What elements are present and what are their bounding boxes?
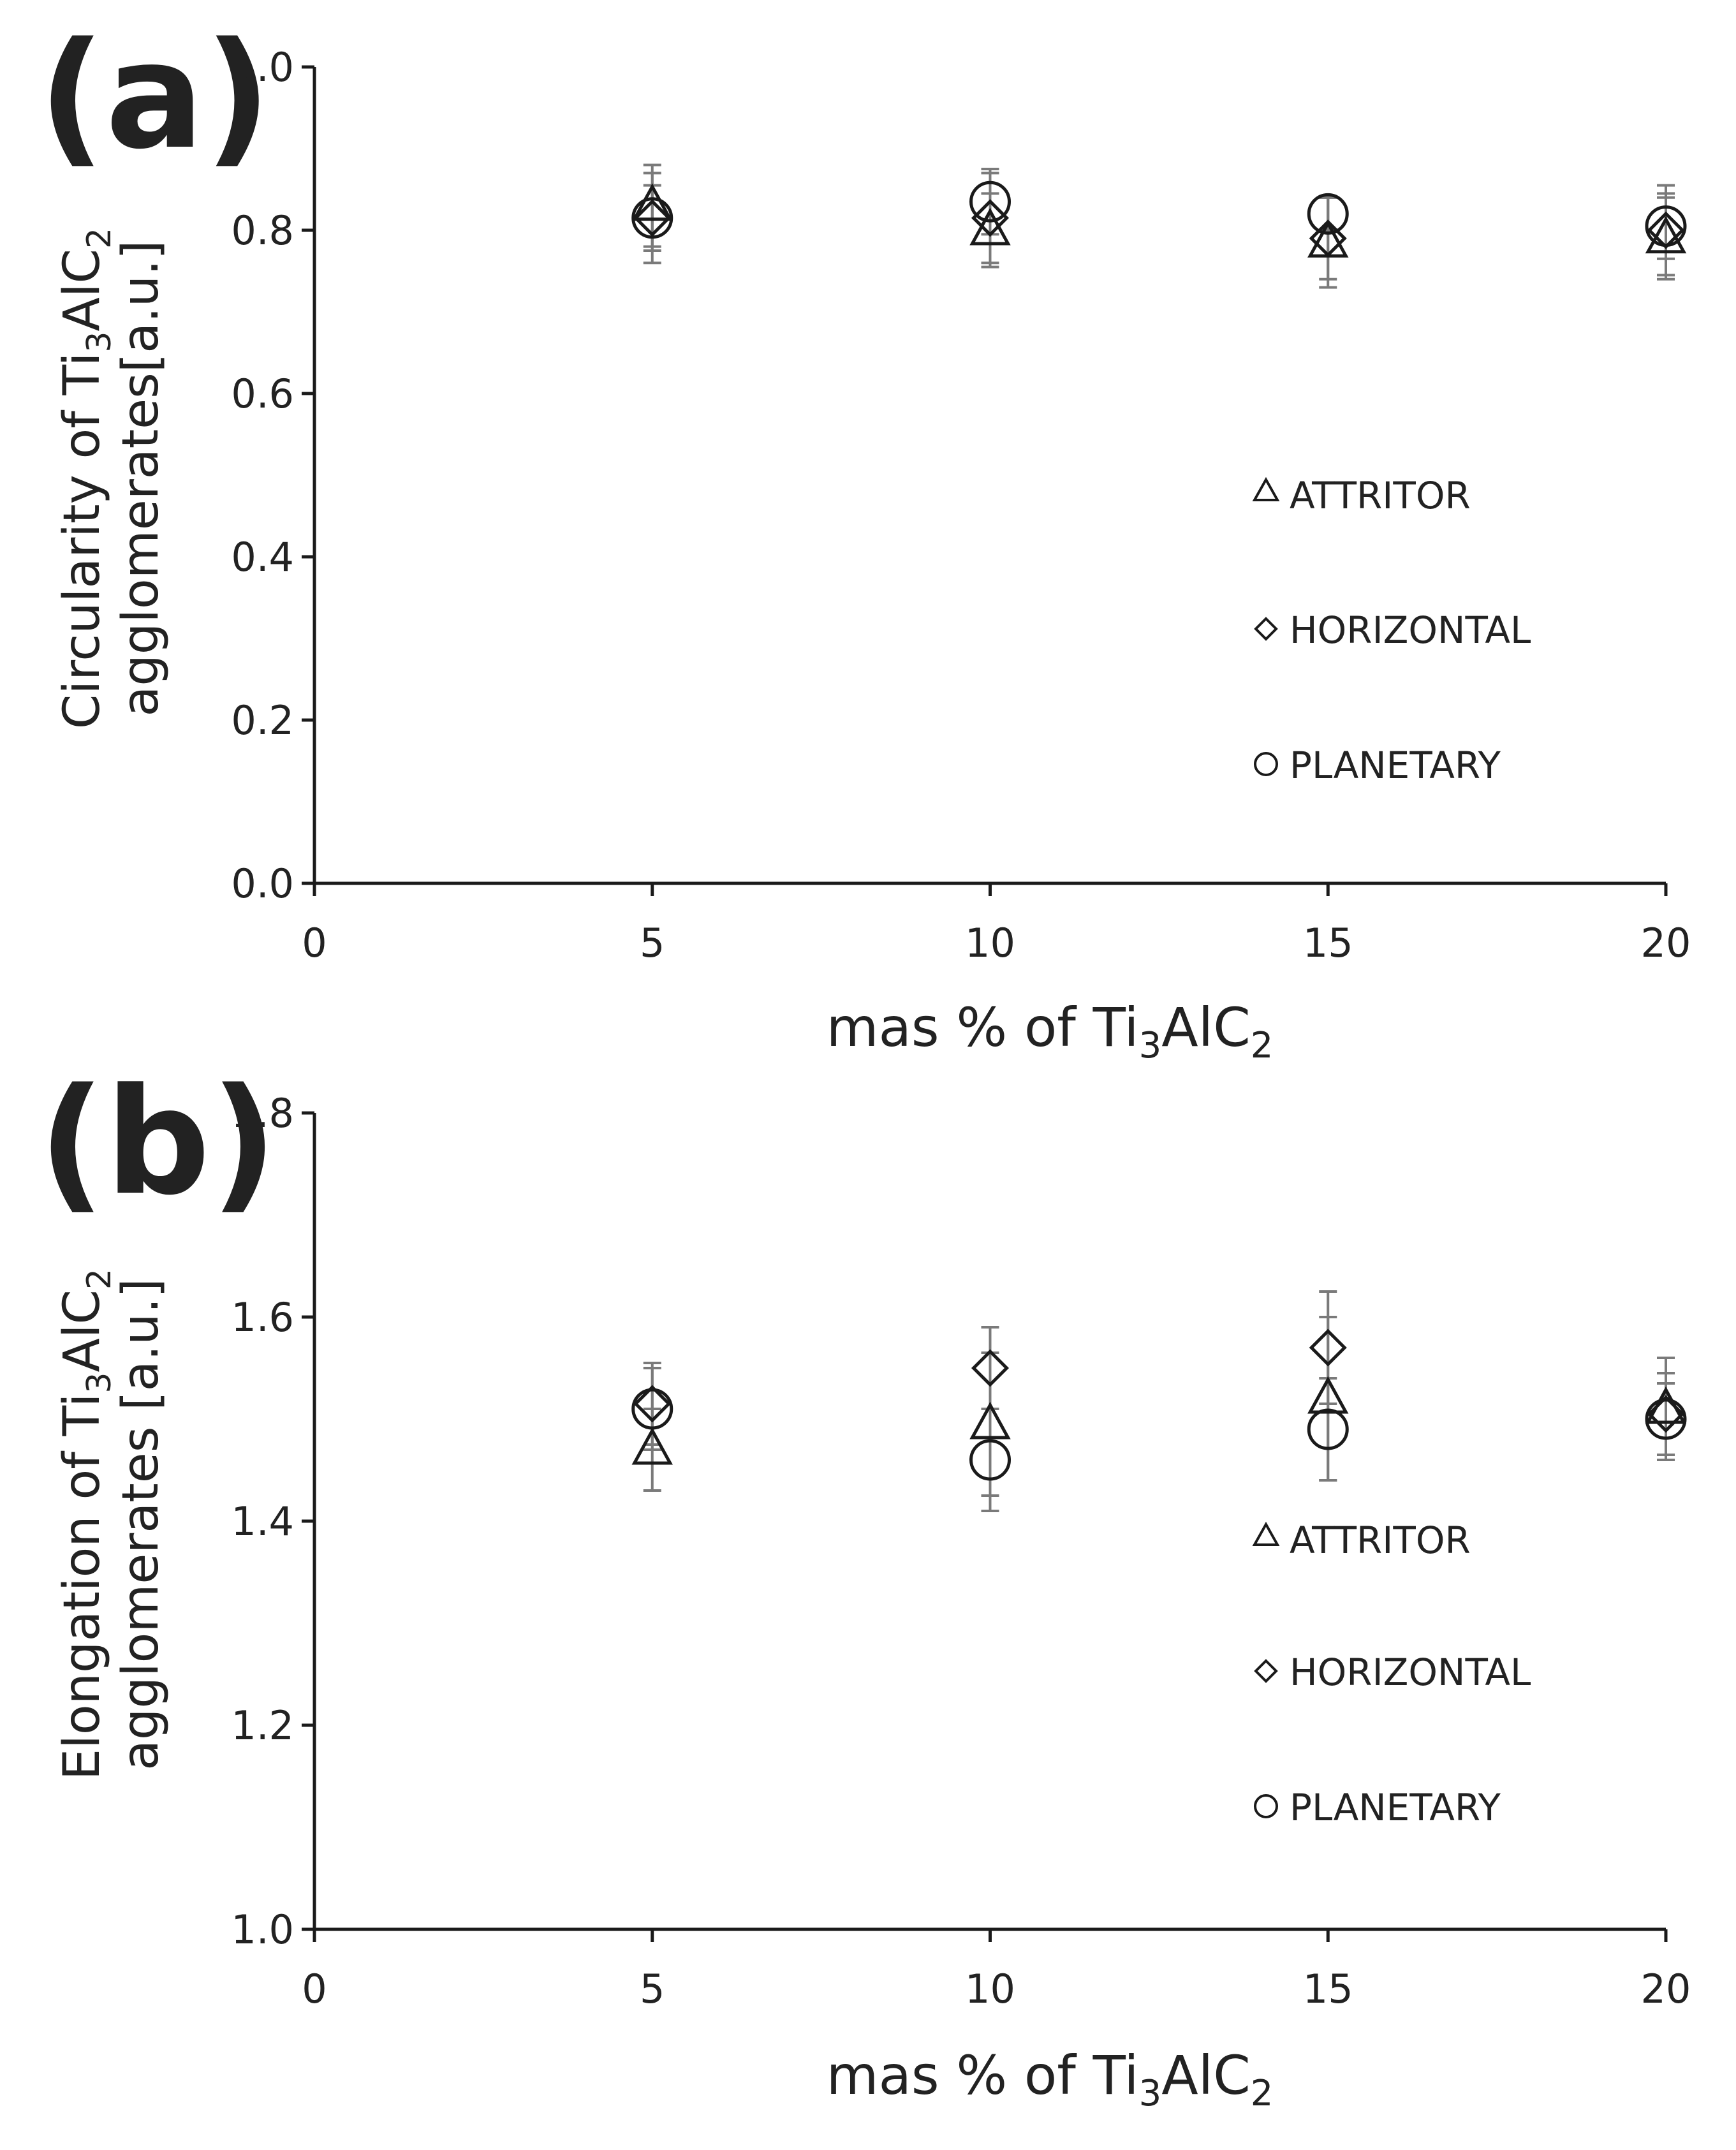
y-tick-label: 0.2 [231, 697, 294, 744]
y-tick-label: 1.0 [231, 1906, 294, 1953]
data-point-horizontal [971, 1349, 1010, 1387]
panel-a-legend: ATTRITOR HORIZONTAL PLANETARY [1252, 474, 1531, 787]
panel-b-y-title-line2: agglomerates [a.u.] [112, 1278, 170, 1771]
y-tick-label: 1.2 [231, 1702, 294, 1749]
panel-b-legend-item-attritor: ATTRITOR [1252, 1519, 1471, 1562]
panel-b-y-axis-title: Elongation of Ti3AlC2 agglomerates [a.u.… [54, 1269, 170, 1780]
panel-a-letter: (a) [38, 11, 271, 182]
x-tick-label: 5 [640, 1966, 665, 2012]
x-tick-label: 0 [302, 1966, 327, 2012]
legend-triangle-icon [1252, 1521, 1280, 1546]
panel-b-legend-item-horizontal: HORIZONTAL [1254, 1651, 1531, 1694]
panel-a-markers [631, 180, 1687, 258]
data-point-horizontal [1647, 1395, 1685, 1433]
data-point-horizontal [1309, 219, 1347, 258]
x-tick-label: 20 [1641, 1966, 1691, 2012]
x-tick-label: 0 [302, 920, 327, 966]
data-point-horizontal [1309, 1329, 1347, 1367]
y-tick-label: 1.0 [231, 44, 294, 91]
y-tick-label: 0.4 [231, 534, 294, 580]
panel-a-legend-label-horizontal: HORIZONTAL [1290, 608, 1531, 652]
panel-b-letter: (b) [38, 1057, 277, 1228]
x-tick-label: 15 [1303, 1966, 1353, 2012]
data-point-planetary [1645, 205, 1687, 247]
legend-circle-icon [1254, 1794, 1278, 1818]
y-tick-label: 1.8 [231, 1090, 294, 1137]
y-tick-label: 0.0 [231, 860, 294, 907]
panel-a-legend-label-planetary: PLANETARY [1290, 744, 1501, 787]
panel-a-legend-item-attritor: ATTRITOR [1252, 474, 1471, 517]
panel-b-legend-label-horizontal: HORIZONTAL [1290, 1651, 1531, 1694]
data-point-attritor [1645, 216, 1687, 254]
panel-a-error-bars [643, 163, 1675, 289]
legend-diamond-icon [1254, 1659, 1278, 1683]
y-tick-label: 1.4 [231, 1498, 294, 1545]
data-point-planetary [1645, 1398, 1687, 1440]
x-tick-label: 10 [965, 1966, 1015, 2012]
data-point-attritor [969, 1401, 1011, 1439]
panel-b-x-axis-title: mas % of Ti3AlC2 [827, 2044, 1274, 2114]
panel-a-x-axis-title: mas % of Ti3AlC2 [827, 996, 1274, 1066]
data-point-planetary [1307, 1408, 1349, 1450]
y-tick-label: 1.6 [231, 1294, 294, 1341]
data-point-horizontal [633, 1385, 672, 1423]
data-point-horizontal [971, 199, 1010, 237]
panel-b-markers [631, 1329, 1687, 1481]
panel-a-legend-label-attritor: ATTRITOR [1290, 474, 1471, 517]
panel-a-y-title-line2: agglomerates[a.u.] [112, 240, 170, 717]
y-tick-label: 0.6 [231, 371, 294, 417]
data-point-planetary [969, 180, 1011, 223]
panel-b-legend-label-attritor: ATTRITOR [1290, 1519, 1471, 1562]
data-point-attritor [631, 183, 673, 221]
data-point-planetary [631, 197, 673, 239]
y-tick-label: 0.8 [231, 207, 294, 254]
panel-a-x-ticks: 0 5 10 15 20 [302, 883, 1691, 966]
panel-a-legend-item-horizontal: HORIZONTAL [1254, 608, 1531, 652]
panel-a-y-axis-title: Circularity of Ti3AlC2 agglomerates[a.u.… [54, 228, 170, 729]
x-tick-label: 5 [640, 920, 665, 966]
data-point-planetary [969, 1439, 1011, 1481]
panel-a-legend-item-planetary: PLANETARY [1254, 744, 1501, 787]
panel-b-chart: (b) 1.0 1.2 1.4 1.6 1.8 0 5 10 15 20 mas % of Ti… [38, 1057, 1691, 2114]
panel-b-x-ticks: 0 5 10 15 20 [302, 1929, 1691, 2012]
legend-diamond-icon [1254, 617, 1278, 641]
data-point-planetary [631, 1388, 673, 1430]
panel-b-legend-label-planetary: PLANETARY [1290, 1786, 1501, 1829]
panel-b-legend-item-planetary: PLANETARY [1254, 1786, 1501, 1829]
panel-a-y-title-line1: Circularity of Ti3AlC2 [54, 228, 119, 729]
panel-b-error-bars [643, 1290, 1675, 1512]
panel-a-y-ticks: 0.0 0.2 0.4 0.6 0.8 1.0 [231, 44, 314, 907]
data-point-planetary [1307, 193, 1349, 235]
x-tick-label: 15 [1303, 920, 1353, 966]
data-point-horizontal [633, 199, 672, 237]
panel-b-y-ticks: 1.0 1.2 1.4 1.6 1.8 [231, 1090, 314, 1953]
legend-triangle-icon [1252, 476, 1280, 501]
data-point-attritor [631, 1427, 673, 1465]
legend-circle-icon [1254, 752, 1278, 776]
data-point-attritor [1307, 1376, 1349, 1414]
panel-b-legend: ATTRITOR HORIZONTAL PLANETARY [1252, 1519, 1531, 1829]
x-tick-label: 20 [1641, 920, 1691, 966]
panel-a-chart: (a) 0.0 0.2 0.4 0.6 0.8 1.0 0 5 10 15 20 mas % of… [38, 11, 1691, 1066]
x-tick-label: 10 [965, 920, 1015, 966]
panel-b-y-title-line1: Elongation of Ti3AlC2 [54, 1269, 119, 1780]
